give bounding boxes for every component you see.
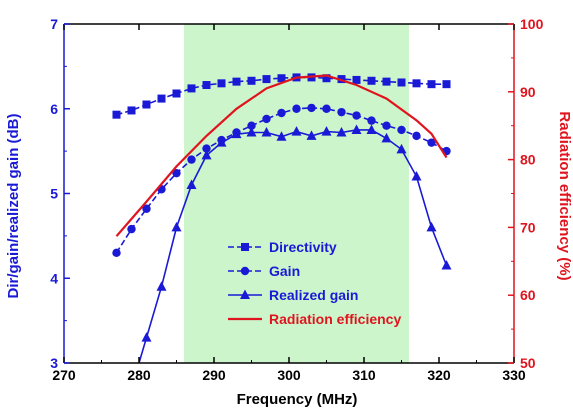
data-point (247, 121, 256, 130)
data-point (247, 76, 256, 85)
data-point (412, 131, 421, 141)
data-point (127, 383, 137, 393)
data-point (367, 76, 376, 85)
data-point (187, 84, 196, 93)
x-tick-label: 280 (127, 367, 151, 383)
data-point (186, 179, 197, 190)
legend-label: Directivity (269, 239, 337, 255)
data-point (171, 221, 182, 232)
data-point (411, 171, 422, 181)
data-point (216, 137, 227, 147)
data-point (202, 144, 211, 153)
data-point (427, 138, 436, 147)
y-left-tick-label: 6 (50, 101, 58, 117)
y-right-tick-label: 80 (520, 152, 536, 168)
data-point (352, 111, 361, 120)
data-point (157, 94, 166, 103)
data-point (397, 78, 406, 87)
y-right-tick-label: 50 (520, 355, 536, 371)
data-point (307, 103, 316, 113)
data-point (112, 248, 121, 258)
data-point (427, 80, 436, 89)
data-point (306, 130, 317, 140)
y-left-tick-label: 3 (50, 355, 58, 371)
data-point (337, 107, 346, 117)
x-tick-label: 330 (502, 367, 526, 383)
legend-label: Radiation efficiency (269, 311, 401, 327)
data-point (291, 126, 302, 136)
data-point (441, 260, 452, 270)
legend-label: Realized gain (269, 287, 358, 303)
data-point (112, 110, 121, 119)
legend-marker (240, 289, 250, 299)
x-tick-label: 270 (52, 367, 76, 383)
data-point (201, 149, 212, 160)
legend: Directivity Gain Realized gain Radiation ef… (228, 239, 401, 327)
plot-layer (112, 73, 452, 393)
data-point (246, 126, 257, 137)
data-point (351, 124, 362, 134)
data-point (261, 126, 272, 137)
data-point (277, 108, 286, 118)
legend-marker (241, 243, 249, 251)
data-point (381, 132, 392, 143)
data-point (262, 75, 271, 84)
data-point (262, 114, 271, 124)
data-point (172, 89, 181, 98)
data-point (156, 281, 167, 291)
data-point (127, 224, 136, 234)
data-point (382, 121, 391, 130)
data-point (202, 81, 211, 90)
y-left-tick-label: 7 (50, 16, 58, 32)
legend-label: Gain (269, 263, 300, 279)
data-point (141, 332, 152, 342)
legend-marker (240, 266, 250, 276)
data-point (217, 79, 226, 88)
data-point (367, 116, 376, 125)
data-point (336, 126, 347, 137)
data-point (337, 75, 346, 84)
data-point (142, 204, 151, 213)
data-point (366, 124, 377, 134)
x-tick-label: 300 (277, 367, 301, 383)
data-point (352, 75, 361, 84)
y-right-tick-label: 70 (520, 219, 536, 235)
data-point (276, 131, 287, 141)
y-left-tick-label: 4 (50, 270, 58, 286)
x-tick-label: 310 (352, 367, 376, 383)
data-point (412, 79, 421, 88)
data-point (321, 126, 332, 136)
y-axis-right-label: Radiation efficiency (%) (556, 111, 573, 280)
x-tick-label: 320 (427, 367, 451, 383)
series-line-0 (116, 76, 447, 116)
data-point (187, 155, 196, 164)
x-tick-label: 290 (202, 367, 226, 383)
y-axis-left-label: Dir/gain/realized gain (dB) (5, 113, 22, 298)
data-point (382, 77, 391, 86)
data-point (396, 143, 407, 154)
data-point (442, 80, 451, 89)
x-axis-label: Frequency (MHz) (237, 391, 358, 408)
y-right-tick-label: 90 (520, 84, 536, 100)
data-point (232, 77, 241, 86)
data-point (292, 104, 301, 113)
data-point (397, 125, 406, 135)
data-point (172, 168, 181, 178)
data-point (322, 74, 331, 83)
y-right-tick-label: 100 (520, 16, 544, 32)
series-line-3 (115, 74, 448, 237)
data-point (142, 100, 151, 109)
data-point (127, 106, 136, 115)
series-line-2 (138, 129, 448, 363)
data-point (322, 104, 331, 113)
data-point (277, 74, 286, 83)
data-point (426, 221, 437, 232)
axes-layer: 270 280 290 300 310 320 330 3 4 5 6 7 50 60 70 80 90 100 (50, 16, 543, 383)
y-left-tick-label: 5 (50, 186, 58, 202)
y-right-tick-label: 60 (520, 287, 536, 303)
data-point (231, 128, 242, 139)
